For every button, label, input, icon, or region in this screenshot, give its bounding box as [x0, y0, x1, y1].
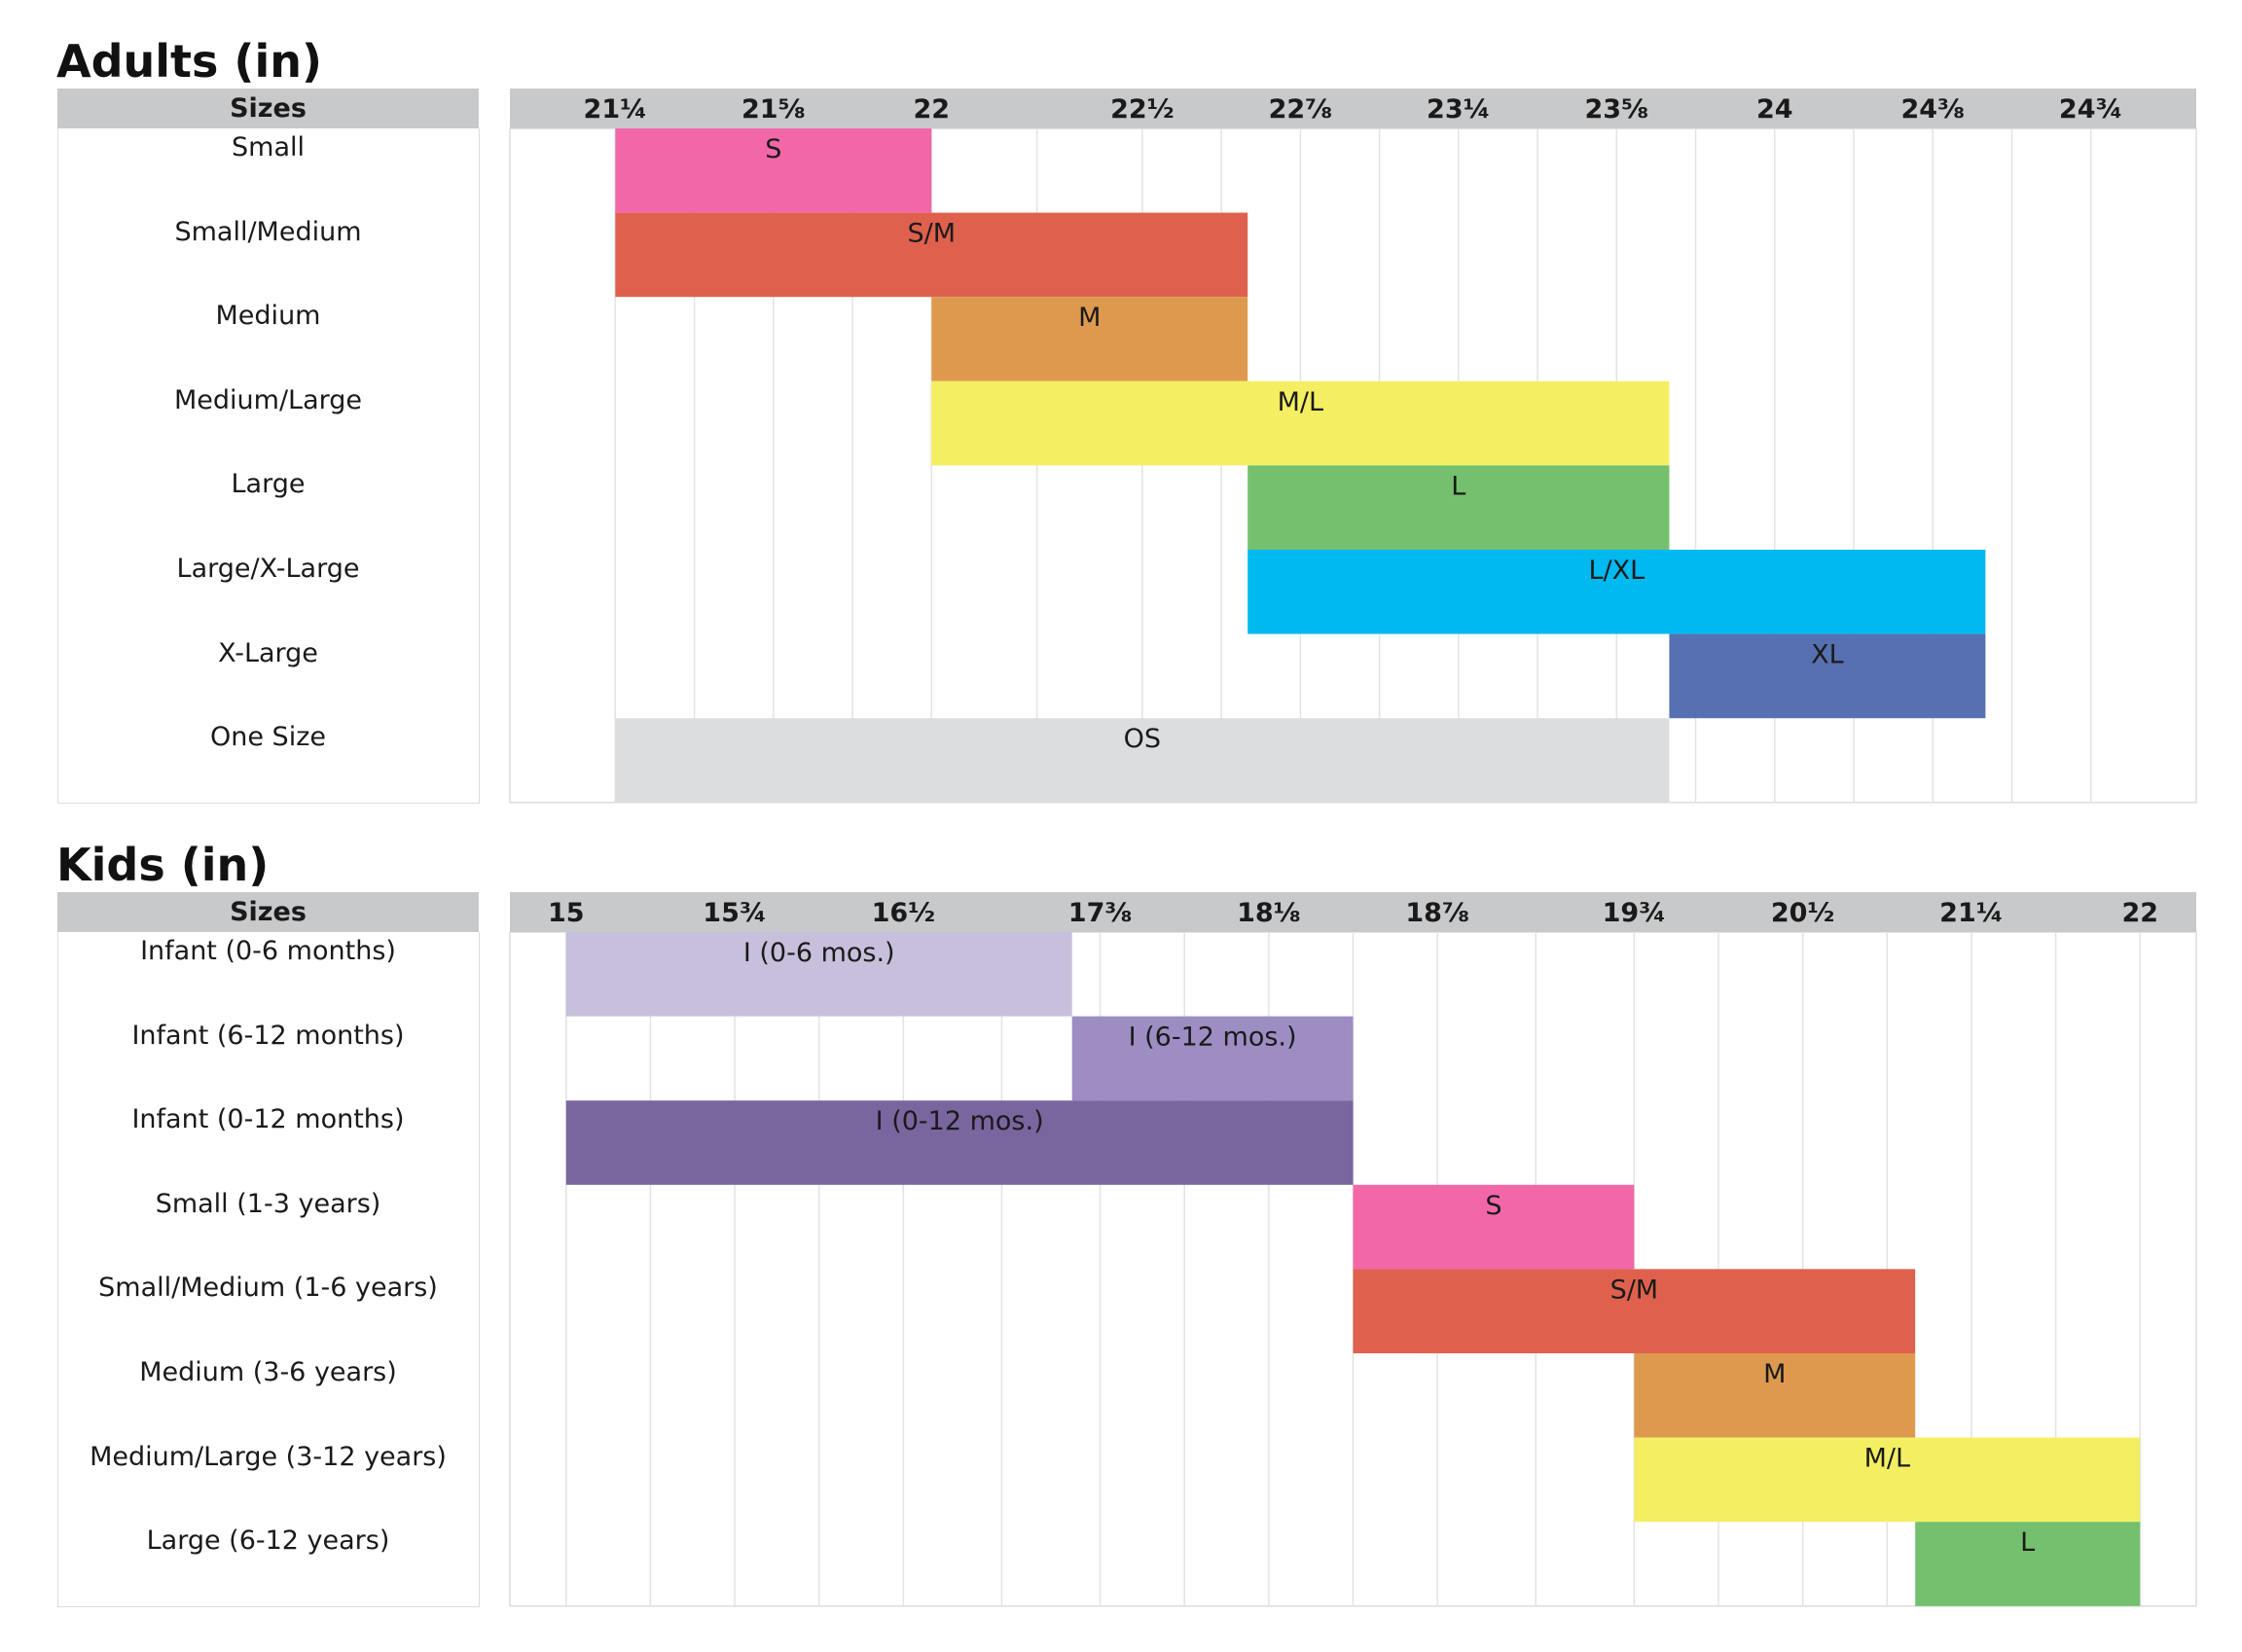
adults-sizes-header: Sizes [57, 89, 479, 128]
kids-bar-s-m [1353, 1269, 1916, 1353]
adults-bar-label: S/M [907, 219, 956, 249]
adults-row-label: Small [232, 132, 305, 162]
adults-row-label: Large [231, 469, 306, 500]
adults-tick-label: 23¼ [1427, 94, 1491, 125]
kids-tick-label: 22 [2121, 898, 2158, 928]
kids-row-label: Small/Medium (1-6 years) [98, 1273, 438, 1304]
adults-bar-xl [1669, 633, 1986, 719]
kids-row-label: Infant (6-12 months) [131, 1020, 405, 1051]
adults-bar-m [931, 297, 1248, 381]
kids-tick-label: 18⅞ [1405, 898, 1469, 928]
kids-bar-label: I (6-12 mos.) [1129, 1023, 1297, 1053]
adults-tick-label: 22½ [1110, 94, 1175, 125]
adults-chart: S S/M M M/L L L/XL XL OS 21¼ 21⅝ 22 22½ 22⅞ 23¼ 23⅝ 24 2… [509, 89, 2197, 804]
kids-tick-label: 19¾ [1603, 898, 1667, 928]
kids-bar-label: I (0-6 mos.) [743, 938, 895, 968]
kids-bar-i-0-12-mos- [565, 1100, 1354, 1185]
adults-tick-label: 21¼ [584, 94, 648, 125]
adults-bar-l-xl [1248, 550, 1986, 634]
kids-bar-i-0-6-mos- [565, 932, 1072, 1017]
kids-row-label: Large (6-12 years) [146, 1526, 390, 1557]
adults-row-label: One Size [210, 722, 326, 753]
kids-bar-i-6-12-mos- [1071, 1016, 1354, 1101]
kids-section-title: Kids (in) [56, 839, 270, 891]
kids-bar-label: M/L [1864, 1444, 1910, 1474]
kids-labels-panel [57, 932, 480, 1607]
adults-bar-label: L [1451, 471, 1465, 501]
kids-tick-label: 15 [548, 898, 585, 928]
adults-tick-label: 24⅜ [1900, 94, 1965, 125]
adults-bar-os [615, 718, 1670, 803]
adults-row-label: Small/Medium [174, 216, 362, 247]
kids-tick-label: 17⅜ [1068, 898, 1133, 928]
adults-bar-s-m [615, 212, 1248, 298]
adults-row-label: Medium [215, 301, 321, 332]
adults-bar-label: M [1078, 303, 1101, 333]
adults-bar-m-l [931, 380, 1670, 466]
adults-tick-label: 23⅝ [1585, 94, 1649, 125]
kids-bar-s [1353, 1184, 1635, 1270]
kids-tick-label: 20½ [1771, 898, 1835, 928]
kids-bar-label: M [1763, 1359, 1786, 1389]
adults-bar-s [615, 128, 932, 213]
kids-bar-l [1915, 1522, 2141, 1606]
kids-row-label: Infant (0-12 months) [131, 1104, 405, 1135]
adults-row-label: X-Large [218, 637, 318, 668]
kids-row-label: Infant (0-6 months) [140, 936, 396, 966]
adults-bar-l [1248, 465, 1670, 550]
kids-bar-label: L [2020, 1527, 2035, 1558]
kids-bar-m-l [1634, 1437, 2141, 1523]
kids-row-label: Small (1-3 years) [155, 1188, 381, 1219]
kids-bar-label: I (0-12 mos.) [876, 1106, 1044, 1136]
kids-bar-m [1634, 1353, 1916, 1438]
adults-bar-label: OS [1124, 724, 1161, 754]
kids-axis-header [510, 892, 2196, 932]
kids-sizes-header: Sizes [57, 892, 479, 932]
adults-labels-panel [57, 128, 480, 804]
kids-tick-label: 21¼ [1939, 898, 2004, 928]
adults-row-label: Large/X-Large [176, 554, 360, 584]
adults-tick-label: 24¾ [2059, 94, 2123, 125]
kids-tick-label: 18⅛ [1237, 898, 1301, 928]
adults-bar-label: S [765, 134, 781, 164]
kids-tick-label: 15¾ [703, 898, 767, 928]
adults-bar-label: L/XL [1588, 556, 1645, 586]
adults-tick-label: 22 [913, 94, 950, 125]
adults-tick-label: 22⅞ [1269, 94, 1333, 125]
kids-row-label: Medium/Large (3-12 years) [90, 1441, 447, 1472]
adults-section-title: Adults (in) [56, 35, 322, 88]
kids-tick-label: 16½ [872, 898, 936, 928]
adults-bar-label: XL [1811, 640, 1844, 670]
adults-row-label: Medium/Large [173, 384, 363, 415]
adults-tick-label: 21⅝ [741, 94, 806, 125]
kids-row-label: Medium (3-6 years) [139, 1357, 397, 1387]
adults-axis-header [510, 89, 2196, 128]
adults-tick-label: 24 [1756, 94, 1793, 125]
kids-bar-label: S [1485, 1191, 1501, 1221]
kids-chart: I (0-6 mos.) I (6-12 mos.) I (0-12 mos.) S S… [509, 892, 2197, 1607]
kids-bar-label: S/M [1610, 1275, 1659, 1305]
adults-bar-label: M/L [1278, 387, 1323, 417]
